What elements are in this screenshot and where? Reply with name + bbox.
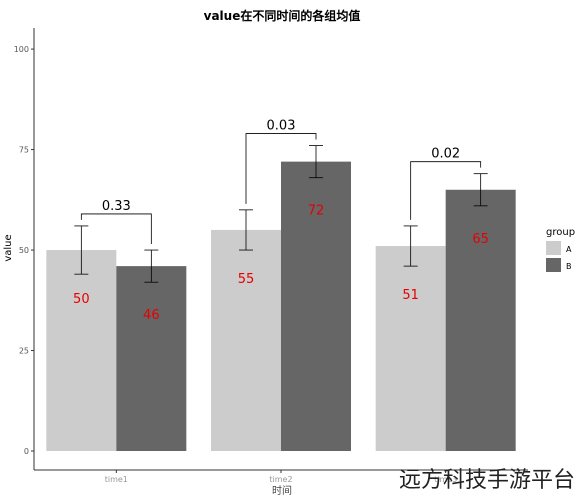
y-tick-label: 0 — [24, 447, 29, 456]
y-axis-label: value — [3, 234, 14, 261]
plot-area: 0 25 50 75 100 50 46 0.33 time1 55 72 0.03 time2 51 65… — [14, 45, 516, 484]
p-value-label: 0.03 — [267, 119, 296, 134]
x-tick-label: time2 — [269, 475, 292, 484]
data-label: 46 — [143, 308, 160, 323]
y-tick-label: 75 — [19, 146, 29, 155]
y-tick-label: 25 — [19, 347, 29, 356]
bar — [116, 266, 187, 451]
legend-label: B — [566, 262, 572, 271]
significance-bracket — [80, 213, 152, 245]
bar — [375, 246, 446, 451]
data-label: 65 — [472, 232, 489, 247]
watermark: 远方科技手游平台 — [398, 468, 575, 493]
significance-bracket — [245, 133, 317, 204]
bar — [46, 250, 117, 451]
y-tick-label: 50 — [19, 246, 29, 255]
legend-title: group — [546, 227, 575, 238]
x-tick-label: time3 — [434, 475, 457, 484]
p-value-label: 0.33 — [102, 199, 131, 214]
p-value-label: 0.02 — [431, 147, 460, 162]
legend-key — [546, 241, 561, 255]
chart-title: value在不同时间的各组均值 — [204, 8, 361, 23]
data-label: 55 — [238, 272, 255, 287]
bar — [281, 161, 351, 451]
data-label: 50 — [73, 292, 90, 307]
legend: group AB — [546, 227, 575, 272]
legend-label: A — [566, 245, 572, 254]
x-tick-label: time1 — [105, 475, 128, 484]
data-label: 51 — [402, 288, 419, 303]
data-label: 72 — [308, 204, 325, 219]
y-tick-label: 100 — [14, 45, 29, 54]
x-axis-label: 时间 — [272, 484, 292, 497]
legend-key — [546, 258, 561, 272]
bar — [211, 229, 281, 451]
bar — [445, 189, 516, 451]
significance-bracket — [410, 161, 482, 220]
